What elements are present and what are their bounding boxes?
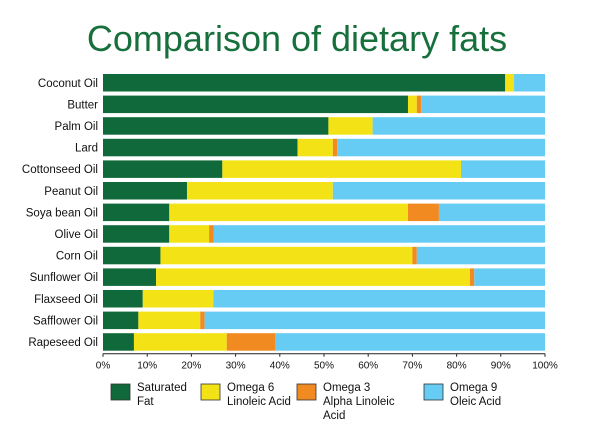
category-label: Flaxseed Oil [34, 294, 98, 306]
bar-omega9-6 [438, 203, 545, 222]
bar-omega9-1 [421, 95, 545, 114]
category-label: Cottonseed Oil [22, 164, 98, 176]
bar-saturated-10 [103, 290, 143, 308]
legend-label-saturated: Fat [137, 396, 154, 408]
bar-saturated-3 [103, 138, 298, 157]
legend-label-saturated: Saturated [137, 382, 187, 394]
legend-label-omega3: Alpha Linoleic [323, 396, 395, 408]
x-tick-label: 50% [314, 361, 334, 372]
x-tick-label: 0% [96, 361, 111, 372]
bar-omega9-0 [514, 74, 545, 92]
bar-saturated-6 [103, 203, 170, 222]
x-tick-label: 10% [137, 361, 157, 372]
x-tick-label: 80% [447, 361, 467, 372]
bar-saturated-12 [103, 333, 134, 351]
bar-omega3-3 [332, 138, 338, 157]
category-label: Butter [67, 99, 98, 111]
bar-omega6-3 [297, 138, 333, 157]
bar-omega6-12 [133, 333, 227, 351]
bar-omega6-9 [156, 268, 470, 286]
bar-omega9-3 [337, 138, 545, 157]
bar-omega6-10 [142, 290, 214, 308]
bar-saturated-7 [103, 225, 170, 243]
bar-omega3-8 [412, 246, 417, 265]
x-tick-label: 70% [402, 361, 422, 372]
bar-omega3-9 [469, 268, 475, 286]
legend-swatch-omega6 [200, 383, 221, 401]
bar-omega9-10 [213, 290, 545, 308]
legend-label-omega6: Linoleic Acid [227, 396, 291, 408]
bar-omega3-7 [209, 225, 214, 243]
bar-omega6-2 [328, 117, 373, 135]
legend-swatch-omega9 [423, 383, 444, 401]
category-label: Lard [75, 143, 98, 155]
x-tick-label: 30% [226, 361, 246, 372]
bar-omega9-8 [416, 246, 545, 265]
category-label: Rapeseed Oil [28, 337, 98, 349]
bar-saturated-2 [103, 117, 329, 135]
bar-omega6-4 [222, 160, 462, 178]
x-tick-label: 40% [270, 361, 290, 372]
bar-omega6-8 [160, 246, 413, 265]
bar-omega3-11 [200, 311, 205, 330]
legend-swatch-omega3 [296, 383, 317, 401]
bar-omega6-6 [169, 203, 408, 222]
category-label: Olive Oil [55, 229, 98, 241]
legend-label-omega6: Omega 6 [227, 382, 274, 394]
bar-saturated-5 [103, 182, 187, 200]
category-label: Palm Oil [55, 121, 98, 133]
x-tick-label: 90% [491, 361, 511, 372]
bar-omega9-4 [461, 160, 545, 178]
category-label: Sunflower Oil [30, 272, 98, 284]
bar-omega6-1 [407, 95, 417, 114]
bar-omega6-0 [505, 74, 515, 92]
bar-omega6-11 [138, 311, 201, 330]
bar-omega3-1 [416, 95, 422, 114]
bar-omega6-5 [186, 182, 333, 200]
bar-saturated-9 [103, 268, 157, 286]
bar-omega9-5 [332, 182, 545, 200]
bar-omega9-7 [213, 225, 545, 243]
bar-omega9-2 [372, 117, 545, 135]
bar-omega6-7 [169, 225, 210, 243]
chart-title: Comparison of dietary fats [86, 18, 508, 59]
bar-omega9-9 [474, 268, 545, 286]
category-label: Peanut Oil [44, 186, 98, 198]
legend-label-omega9: Oleic Acid [450, 396, 501, 408]
bar-saturated-11 [103, 311, 139, 330]
category-label: Coconut Oil [38, 78, 98, 90]
category-label: Soya bean Oil [26, 207, 98, 219]
legend-swatch-saturated [110, 383, 131, 401]
bar-omega9-12 [275, 333, 545, 351]
x-tick-label: 60% [358, 361, 378, 372]
bar-omega3-12 [226, 333, 276, 351]
legend-label-omega3: Acid [323, 410, 345, 422]
bar-saturated-0 [103, 74, 506, 92]
bar-omega3-6 [407, 203, 439, 222]
bar-saturated-4 [103, 160, 223, 178]
category-label: Corn Oil [56, 251, 98, 263]
x-tick-label: 100% [532, 361, 558, 372]
bar-saturated-1 [103, 95, 408, 114]
x-tick-label: 20% [181, 361, 201, 372]
category-label: Safflower Oil [33, 315, 98, 327]
legend-label-omega3: Omega 3 [323, 382, 370, 394]
legend-label-omega9: Omega 9 [450, 382, 497, 394]
bar-saturated-8 [103, 246, 161, 265]
bar-omega9-11 [204, 311, 545, 330]
